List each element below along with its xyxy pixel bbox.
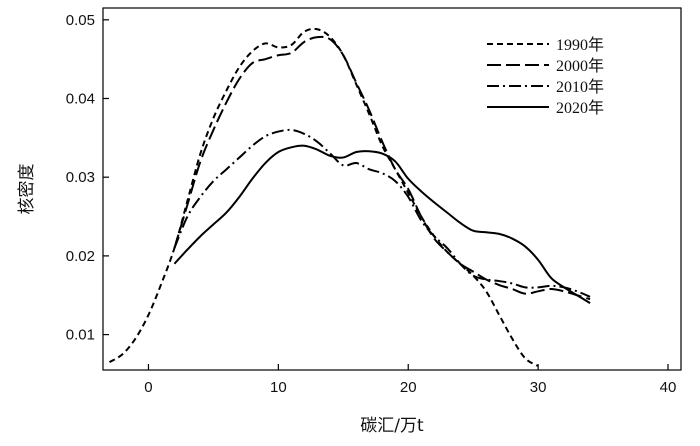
- y-tick-label: 0.02: [66, 248, 95, 265]
- y-tick-label: 0.01: [66, 327, 95, 344]
- y-tick-label: 0.04: [66, 91, 95, 108]
- x-tick-label: 10: [270, 379, 287, 396]
- series-line-1: [108, 27, 539, 367]
- x-tick-label: 40: [660, 379, 677, 396]
- legend-label: 1990年: [556, 36, 604, 54]
- y-axis-ticks: 0.01 0.02 0.03 0.04 0.05: [66, 12, 109, 344]
- legend-label: 2010年: [556, 78, 604, 96]
- series-layer: [108, 27, 591, 367]
- x-tick-label: 0: [144, 379, 152, 396]
- series-line-2: [173, 35, 591, 301]
- plot-frame: [102, 7, 682, 371]
- legend: 1990年 2000年 2010年 2020年: [487, 36, 604, 117]
- x-tick-label: 30: [530, 379, 547, 396]
- legend-label: 2020年: [556, 99, 604, 117]
- legend-label: 2000年: [556, 57, 604, 75]
- x-tick-label: 20: [400, 379, 417, 396]
- x-axis-label: 碳汇/万t: [360, 416, 424, 436]
- series-line-4: [173, 144, 591, 304]
- y-tick-label: 0.05: [66, 12, 95, 29]
- y-tick-label: 0.03: [66, 169, 95, 186]
- series-line-3: [173, 128, 591, 298]
- x-axis-ticks: 0 10 20 30 40: [144, 364, 676, 396]
- y-axis-label: 核密度: [17, 164, 37, 215]
